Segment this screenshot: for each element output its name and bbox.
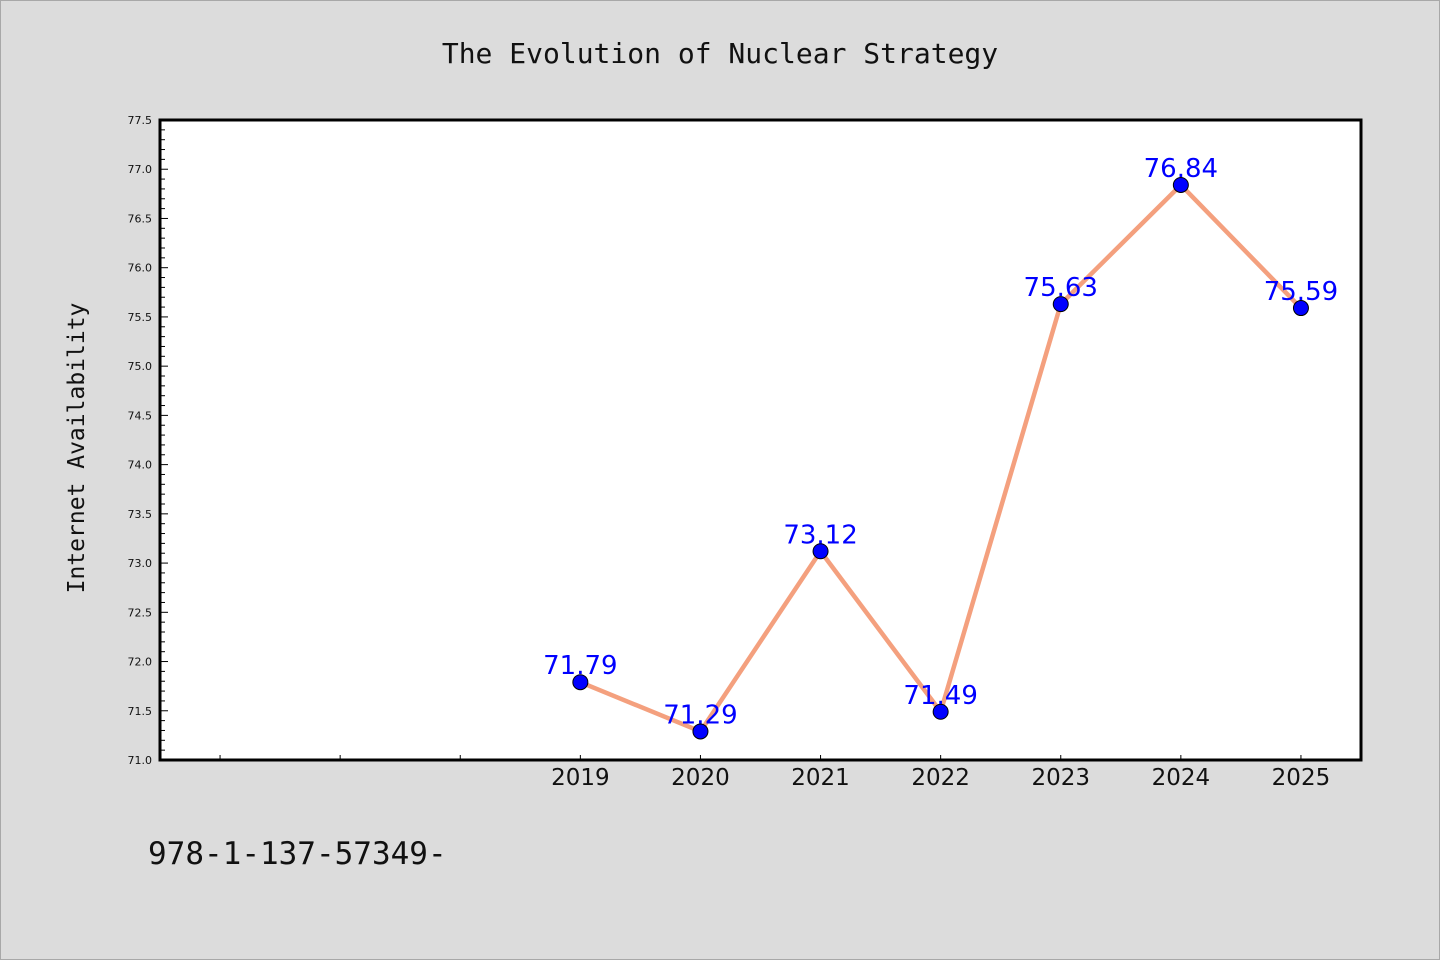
x-tick-label: 2024 [1152, 765, 1211, 791]
x-axis: 2019 2020 2021 2022 2023 2024 2025 [219, 755, 1331, 791]
data-label: 71.29 [663, 700, 737, 730]
y-tick-label: 71.5 [128, 705, 153, 718]
data-point [1052, 296, 1069, 313]
data-point [1292, 300, 1309, 317]
y-tick-label: 72.5 [128, 606, 153, 619]
data-label: 71.49 [903, 681, 977, 711]
y-tick-label: 75.5 [128, 311, 153, 324]
data-point [812, 543, 829, 560]
data-point [1172, 176, 1189, 193]
data-label: 71.79 [543, 651, 617, 681]
x-tick-label: 2020 [671, 765, 730, 791]
y-tick-label: 77.0 [128, 163, 153, 176]
data-point [692, 723, 709, 740]
x-tick-label: 2025 [1272, 765, 1331, 791]
y-tick-label: 74.5 [128, 409, 153, 422]
x-tick-label: 2021 [791, 765, 850, 791]
data-label: 75.63 [1024, 273, 1098, 303]
y-tick-label: 76.5 [128, 212, 153, 225]
data-point [572, 674, 589, 691]
y-tick-label: 72.0 [128, 656, 153, 669]
x-tick-label: 2019 [551, 765, 610, 791]
series-group: 71.79 71.29 73.12 71.49 75.63 76.84 75.59 [543, 154, 1338, 740]
y-tick-label: 76.0 [128, 262, 153, 275]
data-label: 76.84 [1144, 154, 1218, 184]
data-label: 75.59 [1264, 277, 1338, 307]
y-tick-label: 73.5 [128, 508, 153, 521]
y-tick-label: 73.0 [128, 557, 153, 570]
chart-title: The Evolution of Nuclear Strategy [442, 37, 998, 70]
x-tick-label: 2022 [911, 765, 970, 791]
data-point [932, 703, 949, 720]
plot-area [158, 118, 1363, 762]
footer-code: 978-1-137-57349- [148, 836, 447, 872]
y-tick-label: 75.0 [128, 360, 153, 373]
y-axis: 71.0 71.5 72.0 72.5 73.0 73.5 74.0 74.5 75.0 75.5… [128, 114, 168, 767]
data-label: 73.12 [783, 520, 857, 550]
y-tick-label: 74.0 [128, 459, 153, 472]
x-tick-label: 2023 [1031, 765, 1090, 791]
y-tick-label: 77.5 [128, 114, 153, 127]
y-tick-label: 71.0 [128, 754, 153, 767]
y-axis-label: Internet Availability [64, 303, 90, 594]
